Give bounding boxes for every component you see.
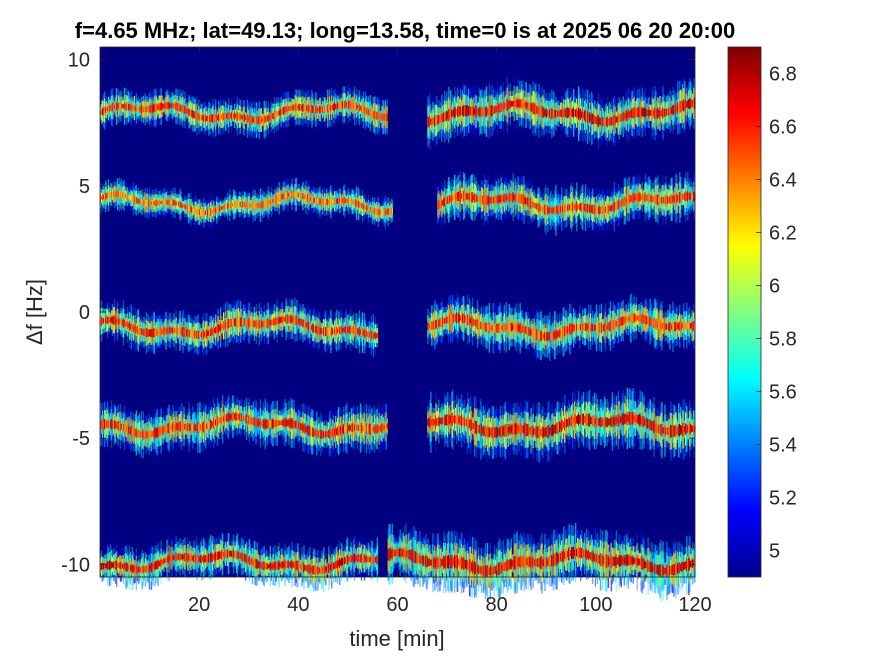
- x-tick-label: 100: [579, 594, 612, 616]
- signal-band-2-segment-0: [100, 297, 379, 357]
- signal-band-1-segment-1: [437, 171, 696, 236]
- colorbar-ticks: 6.8 6.6 6.4 6.2 6 5.8 5.6 5.4 5.2 5: [756, 64, 797, 563]
- signal-band-0-segment-1: [427, 75, 696, 150]
- colorbar: [727, 46, 762, 578]
- colorbar-tick-label: 5.4: [769, 435, 797, 457]
- colorbar-tick-label: 6.4: [769, 170, 797, 192]
- colorbar-tick-label: 5.2: [769, 488, 797, 510]
- chart-title: f=4.65 MHz; lat=49.13; long=13.58, time=…: [75, 18, 735, 43]
- signal-band-3-segment-1: [427, 387, 696, 463]
- x-axis-label: time [min]: [349, 626, 444, 651]
- y-axis-label: Δf [Hz]: [22, 279, 47, 345]
- y-tick-label: 0: [79, 302, 90, 324]
- signal-band-1-segment-0: [100, 177, 393, 229]
- colorbar-tick-label: 6.8: [769, 64, 797, 86]
- colorbar-tick-label: 5.8: [769, 329, 797, 351]
- y-tick-label: -10: [61, 554, 90, 576]
- x-tick-label: 40: [287, 594, 309, 616]
- colorbar-tick-label: 6.2: [769, 223, 797, 245]
- signal-band-4-segment-0: [100, 532, 379, 592]
- colorbar-tick-label: 5: [769, 541, 780, 563]
- signal-band-0-segment-0: [100, 85, 388, 140]
- x-tick-label: 120: [678, 594, 711, 616]
- colorbar-tick-label: 6.6: [769, 117, 797, 139]
- signal-band-4-segment-1: [387, 522, 696, 602]
- x-tick-label: 60: [386, 594, 408, 616]
- y-axis-ticks: 10 5 0 -5 -10: [61, 50, 695, 576]
- signal-bands: [100, 75, 696, 602]
- colorbar-tick-label: 5.6: [769, 382, 797, 404]
- x-tick-label: 80: [486, 594, 508, 616]
- y-tick-label: -5: [72, 428, 90, 450]
- y-tick-label: 10: [68, 50, 90, 72]
- x-axis-ticks: 20 40 60 80 100 120: [188, 47, 712, 616]
- signal-band-2-segment-1: [427, 292, 696, 361]
- signal-band-3-segment-0: [100, 394, 388, 459]
- x-tick-label: 20: [188, 594, 210, 616]
- y-tick-label: 5: [79, 176, 90, 198]
- colorbar-tick-label: 6: [769, 276, 780, 298]
